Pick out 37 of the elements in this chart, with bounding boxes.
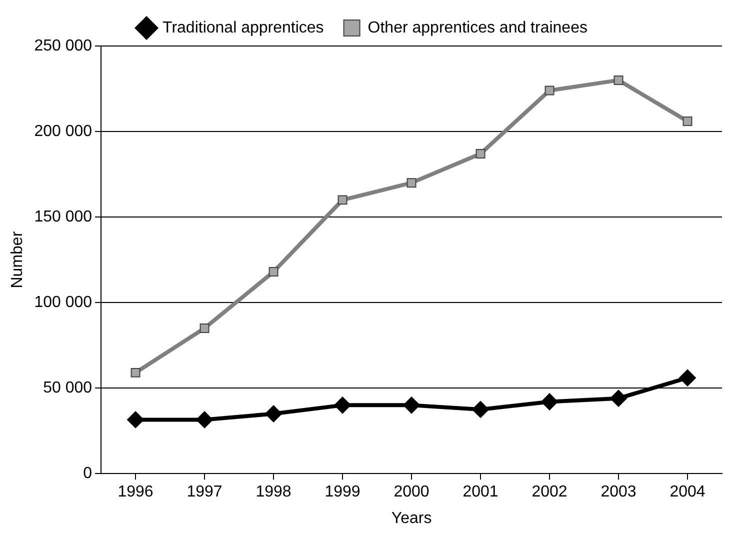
legend-label: Other apprentices and trainees [368, 19, 588, 36]
point [403, 396, 420, 414]
point [130, 368, 140, 378]
x-tick-label: 1999 [324, 484, 360, 501]
y-tick-label: 0 [83, 465, 92, 482]
point [679, 369, 696, 386]
point [406, 178, 416, 188]
point [268, 267, 278, 277]
point [476, 149, 486, 158]
point [682, 116, 692, 126]
x-tick-label: 2000 [394, 484, 430, 501]
y-tick-label: 250 000 [34, 37, 92, 54]
point [541, 393, 558, 410]
x-tick-label: 1998 [256, 484, 292, 501]
point [334, 396, 352, 414]
point [610, 390, 628, 407]
point [338, 195, 348, 205]
point [127, 411, 144, 428]
point [614, 75, 624, 85]
x-tick-label: 2003 [600, 484, 636, 501]
x-axis-title: Years [391, 510, 432, 527]
x-tick-label: 2001 [462, 484, 498, 501]
point [544, 86, 554, 96]
y-tick-label: 100 000 [34, 294, 92, 311]
y-axis-title: Number [9, 230, 26, 288]
x-tick-label: 1997 [186, 484, 222, 501]
y-tick-label: 150 000 [34, 208, 92, 226]
x-tick-label: 2004 [670, 484, 706, 501]
legend-label: Traditional apprentices [162, 19, 324, 36]
x-tick-label: 1996 [118, 484, 154, 501]
x-tick-label: 2002 [532, 484, 568, 501]
point [196, 411, 214, 428]
point [472, 400, 490, 418]
point [265, 405, 282, 422]
y-tick-label: 200 000 [34, 122, 92, 140]
point [200, 323, 210, 333]
y-tick-label: 50 000 [43, 379, 92, 396]
